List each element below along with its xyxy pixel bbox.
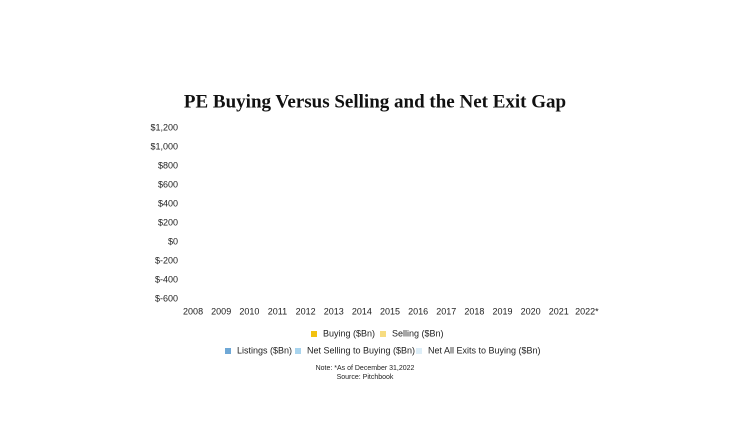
x-tick-label: 2021 xyxy=(549,306,569,316)
legend-swatch xyxy=(225,348,231,354)
y-tick-label: $1,000 xyxy=(150,141,178,151)
y-tick-label: $0 xyxy=(168,236,178,246)
legend-label: Net All Exits to Buying ($Bn) xyxy=(428,345,541,355)
legend-swatch xyxy=(380,331,386,337)
x-tick-label: 2012 xyxy=(296,306,316,316)
x-tick-label: 2020 xyxy=(521,306,541,316)
y-tick-label: $-600 xyxy=(155,293,178,303)
y-tick-label: $-400 xyxy=(155,274,178,284)
x-tick-label: 2016 xyxy=(408,306,428,316)
y-tick-label: $200 xyxy=(158,217,178,227)
x-tick-label: 2008 xyxy=(183,306,203,316)
y-tick-label: $800 xyxy=(158,160,178,170)
legend-label: Net Selling to Buying ($Bn) xyxy=(307,345,415,355)
x-tick-label: 2011 xyxy=(268,306,287,316)
note: Source: Pitchbook xyxy=(337,374,394,381)
x-tick-label: 2014 xyxy=(352,306,372,316)
x-tick-label: 2022* xyxy=(575,306,599,316)
legend-swatch xyxy=(416,348,422,354)
x-tick-label: 2018 xyxy=(464,306,484,316)
legend-label: Selling ($Bn) xyxy=(392,328,444,338)
y-tick-label: $1,200 xyxy=(150,122,178,132)
legend-label: Listings ($Bn) xyxy=(237,345,292,355)
legend-label: Buying ($Bn) xyxy=(323,328,375,338)
legend-swatch xyxy=(311,331,317,337)
chart-title: PE Buying Versus Selling and the Net Exi… xyxy=(184,91,566,112)
y-tick-label: $600 xyxy=(158,179,178,189)
x-tick-label: 2017 xyxy=(436,306,456,316)
x-tick-label: 2015 xyxy=(380,306,400,316)
note: Note: *As of December 31,2022 xyxy=(316,365,415,372)
x-tick-label: 2019 xyxy=(493,306,513,316)
x-tick-label: 2013 xyxy=(324,306,344,316)
y-tick-label: $-200 xyxy=(155,255,178,265)
legend-swatch xyxy=(295,348,301,354)
x-tick-label: 2010 xyxy=(239,306,259,316)
x-tick-label: 2009 xyxy=(211,306,231,316)
y-tick-label: $400 xyxy=(158,198,178,208)
